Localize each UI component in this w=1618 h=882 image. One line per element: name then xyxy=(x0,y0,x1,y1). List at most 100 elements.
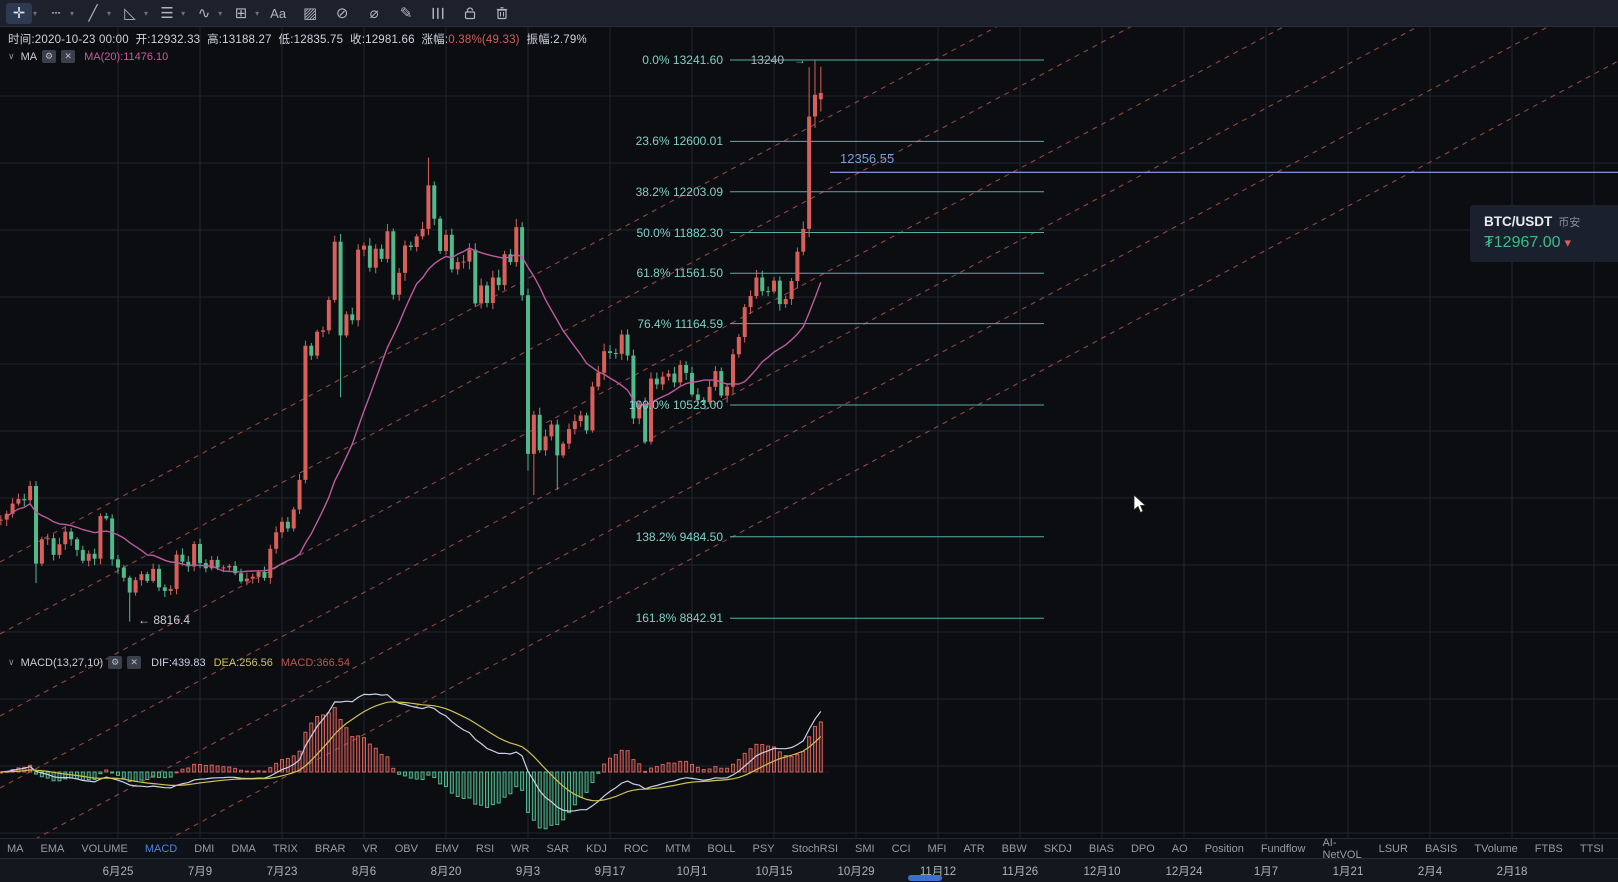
macd-dea-line xyxy=(0,701,822,802)
measure-line-icon[interactable]: ┄ xyxy=(51,5,61,22)
date-tick-label: 8月20 xyxy=(430,866,462,878)
shapes-dropdown-caret-icon[interactable]: ▾ xyxy=(255,8,260,18)
ruler-icon[interactable]: ⌀ xyxy=(369,5,379,22)
indicator-tab-atr[interactable]: ATR xyxy=(963,842,985,855)
ma-value: MA(20):11476.10 xyxy=(84,50,169,63)
candles xyxy=(0,60,823,622)
date-axis[interactable]: 6月25 7月9 7月23 8月6 8月20 9月3 9月17 10月1 10月15 10月29 1… xyxy=(0,858,1618,882)
indicator-tab-bbw[interactable]: BBW xyxy=(1001,842,1027,855)
lock-icon[interactable] xyxy=(457,3,483,24)
indicator-tab-bias[interactable]: BIAS xyxy=(1088,842,1114,855)
indicator-tab-smi[interactable]: SMI xyxy=(855,842,875,855)
indicator-tab-skdj[interactable]: SKDJ xyxy=(1043,842,1072,855)
compare-bars-icon[interactable]: ☰ xyxy=(429,6,447,20)
indicator-tab-ao[interactable]: AO xyxy=(1171,842,1188,855)
triangle-pattern-icon[interactable]: ◺ xyxy=(124,5,136,22)
indicator-tab-position[interactable]: Position xyxy=(1204,842,1244,855)
indicator-tab-ma[interactable]: MA xyxy=(7,842,24,855)
ma-remove-icon[interactable]: ✕ xyxy=(61,50,76,63)
indicator-tab-dmi[interactable]: DMI xyxy=(194,842,215,855)
indicator-tab-psy[interactable]: PSY xyxy=(752,842,775,855)
indicator-tab-dpo[interactable]: DPO xyxy=(1130,842,1155,855)
triangle-pattern-dropdown-caret-icon[interactable]: ▾ xyxy=(144,8,149,18)
indicator-tab-brar[interactable]: BRAR xyxy=(314,842,346,855)
date-tick-label: 2月4 xyxy=(1417,866,1443,878)
ma-settings-gear-icon[interactable]: ⚙ xyxy=(42,50,57,63)
indicator-tab-volume[interactable]: VOLUME xyxy=(81,842,128,855)
ma20-line xyxy=(6,247,822,573)
indicator-tab-wr[interactable]: WR xyxy=(511,842,530,855)
compare-bars-tool: ☰ xyxy=(425,3,451,24)
indicator-tab-vr[interactable]: VR xyxy=(362,842,378,855)
collapse-chevron-icon[interactable]: ∨ xyxy=(8,51,15,61)
macd-settings-gear-icon[interactable]: ⚙ xyxy=(108,656,123,669)
indicator-tab-kdj[interactable]: KDJ xyxy=(586,842,607,855)
date-tick-label: 9月17 xyxy=(594,866,626,878)
indicator-tab-ttsi[interactable]: TTSI xyxy=(1579,842,1604,855)
trend-line-dropdown-caret-icon[interactable]: ▾ xyxy=(107,8,112,18)
horizontal-lines-icon[interactable]: ☰ xyxy=(160,5,174,22)
indicator-tab-emv[interactable]: EMV xyxy=(434,842,459,855)
elliott-wave-icon[interactable]: ∿ xyxy=(197,5,211,22)
crosshair-dropdown-caret-icon[interactable]: ▾ xyxy=(33,8,38,18)
text-tool: Aa xyxy=(265,3,291,24)
indicator-tab-obv[interactable]: OBV xyxy=(394,842,418,855)
crosshair-icon[interactable]: ✛ xyxy=(6,2,32,24)
date-tick-label: 7月23 xyxy=(266,866,298,878)
elliott-wave-dropdown-caret-icon[interactable]: ▾ xyxy=(218,8,223,18)
fib-level-label: 76.4% 11164.59 xyxy=(637,316,723,331)
indicator-tab-sar[interactable]: SAR xyxy=(546,842,570,855)
indicator-tab-tvolume[interactable]: TVolume xyxy=(1474,842,1518,855)
indicator-tab-fundflow[interactable]: Fundflow xyxy=(1260,842,1306,855)
brush-icon[interactable]: ✎ xyxy=(399,5,413,22)
text-icon[interactable]: Aa xyxy=(270,5,287,21)
trend-line-icon[interactable]: ╱ xyxy=(88,5,98,22)
last-price: ₮12967.00 xyxy=(1484,234,1561,251)
price-direction-icon: ▾ xyxy=(1564,235,1572,250)
indicator-tab-dma[interactable]: DMA xyxy=(231,842,256,855)
indicator-tab-lsur[interactable]: LSUR xyxy=(1378,842,1408,855)
indicator-tab-ai-netvol[interactable]: AI-NetVOL xyxy=(1322,836,1362,861)
indicator-tab-ema[interactable]: EMA xyxy=(40,842,65,855)
fib-level-label: 138.2% 9484.50 xyxy=(635,529,723,544)
indicator-tab-basis[interactable]: BASIS xyxy=(1424,842,1458,855)
trend-line-tool: ╱ ▾ xyxy=(80,3,112,24)
price-alert-label[interactable]: 13240 → xyxy=(751,53,806,67)
delete-icon[interactable] xyxy=(489,3,515,24)
indicator-tab-mfi[interactable]: MFI xyxy=(927,842,947,855)
triangle-pattern-tool: ◺ ▾ xyxy=(117,3,148,24)
pattern-icon[interactable]: ▨ xyxy=(303,5,318,22)
ma-indicator-row: ∨ MA ⚙ ✕ MA(20):11476.10 xyxy=(8,50,168,63)
macd-indicator-row: ∨ MACD(13,27,10) ⚙ ✕ DIF:439.83 DEA:256.… xyxy=(8,656,350,669)
delete-tool xyxy=(489,3,515,24)
indicator-tab-stochrsi[interactable]: StochRSI xyxy=(791,842,839,855)
indicator-tab-mtm[interactable]: MTM xyxy=(665,842,691,855)
horizontal-lines-tool: ☰ ▾ xyxy=(154,3,185,24)
horizontal-lines-dropdown-caret-icon[interactable]: ▾ xyxy=(181,8,186,18)
scrollbar-thumb[interactable] xyxy=(908,875,942,881)
indicator-tab-boll[interactable]: BOLL xyxy=(707,842,736,855)
crosshair-tool: ✛ ▾ xyxy=(6,2,38,24)
indicator-tab-ftbs[interactable]: FTBS xyxy=(1534,842,1563,855)
horizontal-line-price-label[interactable]: 12356.55 xyxy=(840,151,895,166)
measure-line-dropdown-caret-icon[interactable]: ▾ xyxy=(70,8,75,18)
indicator-tab-bar: MA EMA VOLUME MACD DMI DMA TRIX BRAR VR OBV EMV RSI… xyxy=(0,836,1618,861)
indicator-tab-macd[interactable]: MACD xyxy=(144,842,178,855)
date-tick-label: 8月6 xyxy=(351,866,377,878)
indicator-tab-roc[interactable]: ROC xyxy=(623,842,649,855)
collapse-chevron-icon[interactable]: ∨ xyxy=(8,657,15,667)
eraser-icon[interactable]: ⊘ xyxy=(335,5,349,22)
fib-retracement-lines[interactable] xyxy=(730,59,1044,619)
symbol-info-panel[interactable]: BTC/USDT 币安 ₮12967.00 ▾ xyxy=(1470,205,1618,262)
macd-remove-icon[interactable]: ✕ xyxy=(127,656,142,669)
date-tick-label: 7月9 xyxy=(187,866,213,878)
shapes-tool: ⊞ ▾ xyxy=(228,3,259,24)
fib-level-label: 38.2% 12203.09 xyxy=(635,184,723,199)
grid xyxy=(0,27,1618,858)
shapes-icon[interactable]: ⊞ xyxy=(234,5,248,22)
indicator-tab-cci[interactable]: CCI xyxy=(891,842,911,855)
indicator-tab-rsi[interactable]: RSI xyxy=(475,842,495,855)
indicator-tab-trix[interactable]: TRIX xyxy=(272,842,298,855)
